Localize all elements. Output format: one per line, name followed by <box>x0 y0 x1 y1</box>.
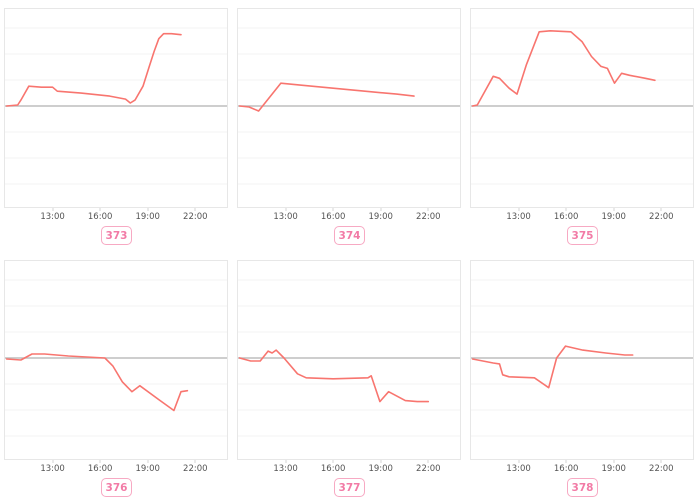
chart-cell: 13:00 16:00 19:00 22:00 375 <box>466 0 699 252</box>
x-tick-label: 13:00 <box>506 464 531 474</box>
x-tick-mark <box>285 208 287 211</box>
x-tick-mark <box>518 460 520 463</box>
chart-cell: 13:00 16:00 19:00 22:00 374 <box>233 0 466 252</box>
plot-area <box>237 260 461 460</box>
x-tick-label: 19:00 <box>368 212 393 222</box>
x-tick-label: 22:00 <box>183 212 208 222</box>
trend-line <box>238 82 415 112</box>
x-tick-mark <box>660 460 662 463</box>
x-tick-label: 13:00 <box>506 212 531 222</box>
x-axis: 13:00 16:00 19:00 22:00 <box>470 208 694 224</box>
x-tick-mark <box>660 208 662 211</box>
x-tick-mark <box>147 460 149 463</box>
x-tick-label: 22:00 <box>416 212 441 222</box>
trend-line <box>5 353 189 412</box>
badge-row: 376 <box>0 476 233 497</box>
x-axis: 13:00 16:00 19:00 22:00 <box>4 460 228 476</box>
x-tick-mark <box>332 460 334 463</box>
plot-area <box>4 260 228 460</box>
x-tick-mark <box>99 208 101 211</box>
x-tick-mark <box>613 460 615 463</box>
x-tick-mark <box>380 208 382 211</box>
x-tick-mark <box>565 460 567 463</box>
chart-cell: 13:00 16:00 19:00 22:00 378 <box>466 252 699 504</box>
x-axis: 13:00 16:00 19:00 22:00 <box>470 460 694 476</box>
x-tick-mark <box>613 208 615 211</box>
x-tick-mark <box>332 208 334 211</box>
x-tick-label: 22:00 <box>649 464 674 474</box>
badge-row: 377 <box>233 476 466 497</box>
x-tick-label: 13:00 <box>273 464 298 474</box>
x-tick-label: 13:00 <box>273 212 298 222</box>
chart-id-badge[interactable]: 375 <box>566 226 599 245</box>
trend-line <box>471 345 634 389</box>
x-tick-mark <box>518 208 520 211</box>
x-tick-mark <box>52 460 54 463</box>
x-tick-label: 16:00 <box>553 464 579 474</box>
x-tick-label: 19:00 <box>601 464 626 474</box>
x-tick-label: 16:00 <box>320 212 346 222</box>
x-tick-mark <box>194 460 196 463</box>
x-tick-mark <box>427 460 429 463</box>
x-tick-label: 16:00 <box>87 212 113 222</box>
trend-line <box>471 29 656 107</box>
x-tick-label: 19:00 <box>601 212 626 222</box>
x-tick-label: 16:00 <box>320 464 346 474</box>
chart-id-badge[interactable]: 377 <box>333 478 366 497</box>
chart-id-badge[interactable]: 374 <box>333 226 366 245</box>
badge-row: 378 <box>466 476 699 497</box>
chart-cell: 13:00 16:00 19:00 22:00 373 <box>0 0 233 252</box>
x-tick-mark <box>285 460 287 463</box>
x-tick-mark <box>565 208 567 211</box>
x-axis: 13:00 16:00 19:00 22:00 <box>237 460 461 476</box>
trend-line <box>238 349 430 403</box>
chart-id-badge[interactable]: 376 <box>100 478 133 497</box>
x-tick-label: 22:00 <box>649 212 674 222</box>
x-tick-label: 22:00 <box>416 464 441 474</box>
x-tick-label: 13:00 <box>40 212 65 222</box>
plot-area <box>4 8 228 208</box>
trend-line <box>5 32 182 107</box>
chart-cell: 13:00 16:00 19:00 22:00 376 <box>0 252 233 504</box>
x-axis: 13:00 16:00 19:00 22:00 <box>237 208 461 224</box>
x-tick-label: 19:00 <box>368 464 393 474</box>
x-tick-label: 19:00 <box>135 212 160 222</box>
badge-row: 373 <box>0 224 233 245</box>
x-axis: 13:00 16:00 19:00 22:00 <box>4 208 228 224</box>
x-tick-mark <box>52 208 54 211</box>
chart-id-badge[interactable]: 373 <box>100 226 133 245</box>
x-tick-label: 19:00 <box>135 464 160 474</box>
x-tick-mark <box>99 460 101 463</box>
x-tick-mark <box>147 208 149 211</box>
plot-area <box>470 8 694 208</box>
chart-id-badge[interactable]: 378 <box>566 478 599 497</box>
x-tick-label: 13:00 <box>40 464 65 474</box>
badge-row: 374 <box>233 224 466 245</box>
plot-area <box>237 8 461 208</box>
plot-area <box>470 260 694 460</box>
badge-row: 375 <box>466 224 699 245</box>
x-tick-label: 16:00 <box>87 464 113 474</box>
chart-cell: 13:00 16:00 19:00 22:00 377 <box>233 252 466 504</box>
x-tick-label: 22:00 <box>183 464 208 474</box>
x-tick-mark <box>427 208 429 211</box>
x-tick-mark <box>194 208 196 211</box>
x-tick-mark <box>380 460 382 463</box>
x-tick-label: 16:00 <box>553 212 579 222</box>
